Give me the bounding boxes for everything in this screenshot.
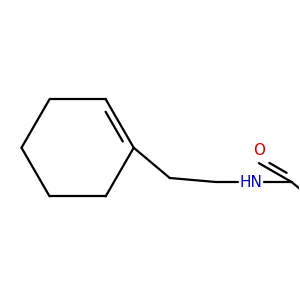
Text: HN: HN	[240, 175, 262, 190]
Text: O: O	[253, 143, 265, 158]
